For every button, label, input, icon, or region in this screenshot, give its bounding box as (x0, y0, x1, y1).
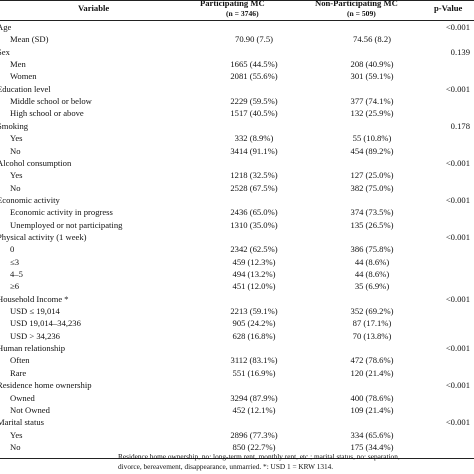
p-value: <0.001 (445, 157, 470, 168)
p-value: <0.001 (445, 293, 470, 304)
table-row: Women 2081 (55.6%) 301 (59.1%) (10, 71, 394, 82)
table-category-row: Economic activity <0.001 (0, 194, 474, 207)
row-label: Women (10, 71, 37, 82)
header-pvalue: p-Value (434, 3, 463, 13)
table-row: ≥6 451 (12.0%) 35 (6.9%) (10, 281, 390, 292)
row-label: Often (10, 355, 30, 366)
table-category-row: Age <0.001 (0, 21, 474, 34)
p-value: <0.001 (445, 22, 470, 32)
footnote-line-2: divorce, bereavement, disappearance, unm… (118, 462, 334, 471)
p-value: <0.001 (445, 194, 470, 205)
table-row: Middle school or below 2229 (59.5%) 377 (7… (10, 96, 394, 107)
category-label: Physical activity (1 week) (0, 231, 87, 242)
table-category-row: Education level <0.001 (0, 83, 474, 96)
table-row: ≤3 459 (12.3%) 44 (8.6%) (10, 256, 390, 267)
row-label: ≤3 (10, 256, 20, 267)
table-footnote: Residence home ownership, no: long-term … (118, 452, 400, 472)
table-row: Yes 2896 (77.3%) 334 (65.6%) (10, 429, 394, 440)
table-row: Yes 332 (8.9%) 55 (10.8%) (10, 133, 392, 144)
row-label: 0 (10, 244, 15, 255)
table-row: USD > 34,236 628 (16.8%) 70 (13.8%) (10, 330, 392, 341)
row-label: Not Owned (10, 404, 50, 415)
row-label: Owned (10, 392, 35, 403)
bottom-rule (0, 458, 474, 459)
table-row: Yes 1218 (32.5%) 127 (25.0%) (10, 170, 394, 181)
category-label: Economic activity (0, 194, 60, 205)
p-value: <0.001 (445, 83, 470, 94)
header-non-participating: Non-Participating MC (315, 0, 398, 8)
table-category-row: Physical activity (1 week) <0.001 (0, 231, 474, 244)
table-row: Mean (SD) 70.90 (7.5) 74.56 (8.2) (10, 34, 391, 45)
table-category-row: Marital status <0.001 (0, 416, 474, 429)
category-label: Marital status (0, 417, 45, 428)
p-value: <0.001 (445, 417, 470, 428)
p-value: <0.001 (445, 231, 470, 242)
row-label: No (10, 182, 21, 193)
header-participating-n: (n = 3746) (226, 9, 259, 18)
table-category-row: Smoking 0.178 (0, 120, 474, 133)
header-variable: Variable (78, 3, 110, 13)
footnote-line-1: Residence home ownership, no: long-term … (118, 452, 400, 461)
row-label: Yes (10, 429, 23, 440)
category-label: Household Income * (0, 293, 69, 304)
row-label: Men (10, 59, 26, 70)
p-value: 0.139 (450, 46, 470, 57)
table-row: Economic activity in progress 2436 (65.0%… (10, 207, 394, 218)
p-value: <0.001 (445, 380, 470, 391)
p-value: 0.178 (450, 120, 470, 131)
table-row: Often 3112 (83.1%) 472 (78.6%) (10, 355, 394, 366)
row-label: USD 19,014–34,236 (10, 318, 81, 329)
row-label: Yes (10, 170, 23, 181)
table-row: No 850 (22.7%) 175 (34.4%) (10, 441, 394, 452)
table-category-row: Sex 0.139 (0, 46, 474, 59)
p-value: <0.001 (445, 343, 470, 354)
row-label: No (10, 145, 21, 156)
table-row: USD ≤ 19,014 2213 (59.1%) 352 (69.2%) (10, 306, 394, 317)
category-label: Age (0, 22, 12, 32)
table-row: Not Owned 452 (12.1%) 109 (21.4%) (10, 404, 394, 415)
table-row: Owned 3294 (87.9%) 400 (78.6%) (10, 392, 394, 403)
row-label: Rare (10, 367, 27, 378)
row-label: 4–5 (10, 269, 23, 279)
header-non-participating-n: (n = 509) (347, 9, 376, 18)
table-category-row: Alcohol consumption <0.001 (0, 157, 474, 170)
table-category-row: Residence home ownership <0.001 (0, 379, 474, 392)
row-label: High school or above (10, 108, 84, 119)
table-row: High school or above 1517 (40.5%) 132 (25.… (10, 108, 394, 119)
table-row: Unemployed or not participating 1310 (35.… (10, 219, 394, 230)
table-row: 0 2342 (62.5%) 386 (75.8%) (10, 244, 394, 255)
category-label: Human relationship (0, 343, 66, 354)
table-row: No 2528 (67.5%) 382 (75.0%) (10, 182, 394, 193)
row-label: Mean (SD) (10, 34, 49, 45)
header-rule (0, 20, 474, 21)
table-row: USD 19,014–34,236 905 (24.2%) 87 (17.1%) (10, 318, 392, 329)
category-label: Residence home ownership (0, 380, 92, 391)
row-label: Unemployed or not participating (10, 219, 123, 230)
category-label: Education level (0, 83, 51, 94)
table-row: Rare 551 (16.9%) 120 (21.4%) (10, 367, 394, 378)
row-label: Economic activity in progress (10, 207, 113, 218)
row-label: USD ≤ 19,014 (10, 306, 60, 317)
row-label: No (10, 441, 21, 452)
category-label: Smoking (0, 120, 29, 131)
row-label: USD > 34,236 (10, 330, 60, 341)
table-category-row: Household Income * <0.001 (0, 293, 474, 306)
row-label: ≥6 (10, 281, 20, 292)
category-label: Sex (0, 46, 10, 57)
table-row: 4–5 494 (13.2%) 44 (8.6%) (10, 269, 390, 279)
top-rule (0, 0, 474, 1)
row-label: Middle school or below (10, 96, 92, 107)
table-row: Men 1665 (44.5%) 208 (40.9%) (10, 59, 394, 70)
category-label: Alcohol consumption (0, 157, 72, 168)
header-participating: Participating MC (200, 0, 265, 8)
table-category-row: Human relationship <0.001 (0, 342, 474, 355)
table-row: No 3414 (91.1%) 454 (89.2%) (10, 145, 394, 156)
row-label: Yes (10, 133, 23, 144)
